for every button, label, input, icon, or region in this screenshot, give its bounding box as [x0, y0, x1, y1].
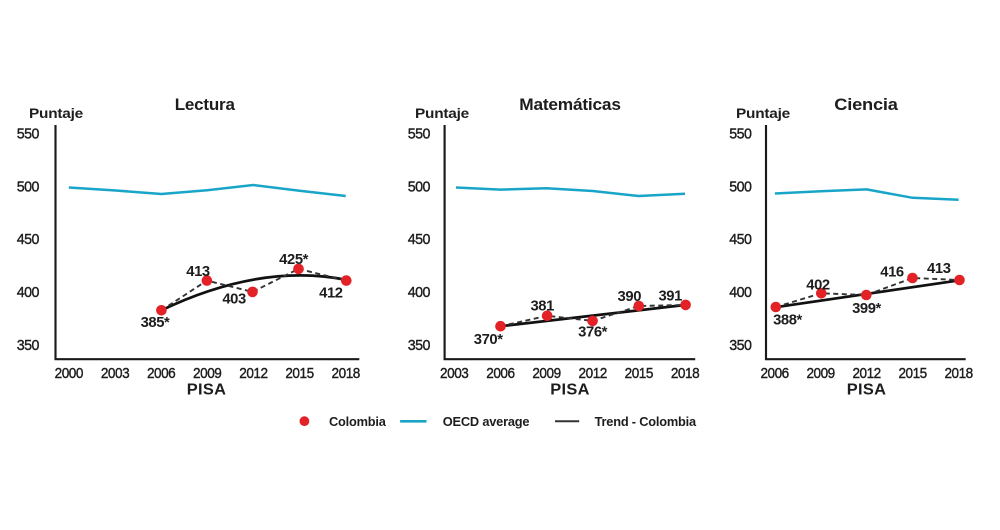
- svg-text:Puntaje: Puntaje: [736, 105, 790, 121]
- svg-text:2015: 2015: [285, 366, 314, 382]
- svg-text:2003: 2003: [440, 366, 469, 382]
- svg-text:Puntaje: Puntaje: [29, 105, 83, 121]
- svg-text:Colombia: Colombia: [329, 414, 387, 429]
- svg-text:OECD average: OECD average: [443, 414, 530, 429]
- svg-text:350: 350: [729, 338, 752, 354]
- svg-text:Lectura: Lectura: [175, 95, 236, 114]
- svg-text:402: 402: [806, 278, 830, 294]
- svg-text:550: 550: [408, 127, 431, 143]
- svg-text:2012: 2012: [852, 366, 881, 382]
- svg-text:400: 400: [17, 285, 40, 301]
- svg-text:2018: 2018: [944, 366, 973, 382]
- svg-text:2009: 2009: [193, 366, 222, 382]
- svg-text:2009: 2009: [806, 366, 835, 382]
- svg-text:399*: 399*: [852, 301, 881, 317]
- svg-text:388*: 388*: [773, 313, 802, 329]
- svg-text:Matemáticas: Matemáticas: [519, 95, 621, 114]
- svg-text:PISA: PISA: [847, 382, 887, 399]
- svg-text:550: 550: [729, 127, 752, 143]
- svg-text:2012: 2012: [579, 366, 608, 382]
- svg-text:412: 412: [319, 286, 343, 302]
- svg-text:400: 400: [408, 285, 431, 301]
- svg-text:350: 350: [17, 338, 40, 354]
- svg-text:500: 500: [17, 179, 40, 195]
- svg-text:2012: 2012: [239, 366, 268, 382]
- svg-text:450: 450: [17, 232, 40, 248]
- svg-text:350: 350: [408, 338, 431, 354]
- svg-text:2018: 2018: [332, 366, 361, 382]
- svg-text:2018: 2018: [671, 366, 700, 382]
- svg-text:Ciencia: Ciencia: [834, 95, 898, 114]
- svg-text:500: 500: [729, 179, 752, 195]
- svg-text:416: 416: [880, 265, 904, 281]
- svg-text:2000: 2000: [55, 366, 84, 382]
- svg-text:390: 390: [618, 289, 642, 305]
- svg-text:Puntaje: Puntaje: [415, 105, 469, 121]
- svg-text:381: 381: [530, 299, 554, 315]
- svg-text:500: 500: [408, 179, 431, 195]
- svg-text:400: 400: [729, 285, 752, 301]
- svg-text:2015: 2015: [625, 366, 654, 382]
- svg-text:450: 450: [408, 232, 431, 248]
- svg-text:413: 413: [186, 264, 210, 280]
- svg-text:385*: 385*: [141, 315, 170, 331]
- svg-text:425*: 425*: [279, 252, 308, 268]
- svg-text:2009: 2009: [532, 366, 561, 382]
- svg-text:2006: 2006: [760, 366, 789, 382]
- svg-text:Trend - Colombia: Trend - Colombia: [595, 414, 697, 429]
- svg-text:PISA: PISA: [550, 382, 590, 399]
- svg-text:391: 391: [658, 289, 682, 305]
- svg-text:2003: 2003: [101, 366, 130, 382]
- svg-text:403: 403: [222, 292, 246, 308]
- svg-text:550: 550: [17, 127, 40, 143]
- svg-text:413: 413: [927, 261, 951, 277]
- svg-text:376*: 376*: [578, 324, 607, 340]
- svg-text:450: 450: [729, 232, 752, 248]
- svg-text:2015: 2015: [898, 366, 927, 382]
- svg-text:370*: 370*: [474, 332, 503, 348]
- svg-text:2006: 2006: [147, 366, 176, 382]
- svg-text:2006: 2006: [486, 366, 515, 382]
- svg-text:PISA: PISA: [187, 382, 227, 399]
